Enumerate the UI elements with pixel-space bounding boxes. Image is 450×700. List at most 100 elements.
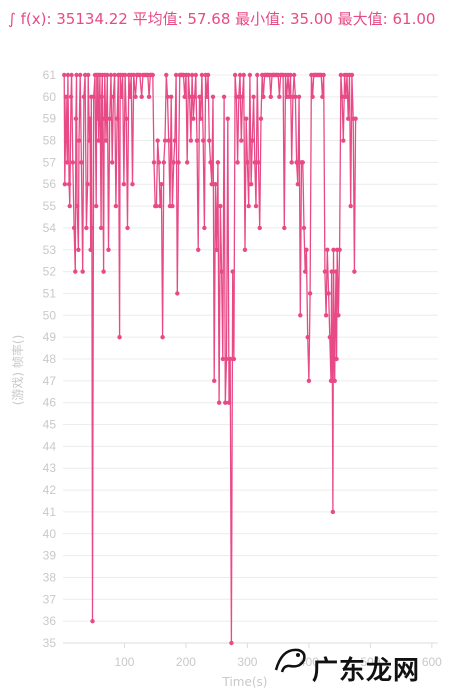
data-point	[295, 182, 301, 187]
y-tick-label: 58	[43, 134, 57, 148]
data-point	[150, 72, 155, 78]
data-point	[85, 182, 90, 187]
data-point	[197, 94, 202, 100]
data-point	[320, 94, 325, 100]
data-point	[64, 138, 69, 143]
data-point	[176, 160, 181, 165]
data-point	[310, 94, 315, 100]
y-tick-label: 43	[43, 461, 57, 475]
data-point	[106, 247, 111, 252]
data-point	[226, 400, 232, 405]
data-point	[338, 72, 344, 78]
data-point	[175, 291, 180, 296]
y-tick-label: 55	[43, 199, 57, 213]
data-point	[245, 160, 250, 165]
data-point	[98, 225, 104, 231]
data-point	[155, 138, 160, 143]
data-point	[258, 116, 264, 121]
data-point	[198, 116, 203, 121]
data-point	[124, 116, 129, 121]
data-point	[213, 182, 218, 187]
data-point	[248, 182, 254, 187]
data-point	[322, 269, 328, 274]
data-point	[352, 269, 357, 274]
data-point	[229, 640, 234, 646]
y-tick-label: 60	[43, 90, 57, 104]
data-point	[301, 225, 307, 231]
data-point	[261, 94, 266, 100]
data-point	[289, 160, 294, 165]
data-point	[119, 94, 124, 100]
y-axis-label: (游戏) 帧率()	[10, 335, 25, 406]
data-point	[224, 356, 229, 362]
data-point	[235, 160, 240, 165]
data-point	[333, 313, 338, 318]
data-point	[282, 225, 287, 231]
data-point	[62, 182, 68, 187]
data-point	[255, 72, 260, 78]
y-tick-label: 50	[43, 308, 57, 322]
data-point	[346, 116, 351, 121]
data-point	[156, 160, 162, 165]
x-tick-label: 300	[237, 655, 257, 669]
data-point	[103, 138, 109, 143]
data-point	[113, 203, 119, 209]
data-point	[88, 247, 93, 252]
data-point	[160, 334, 165, 340]
data-point	[161, 160, 167, 165]
y-tick-label: 35	[43, 636, 57, 650]
data-point	[62, 72, 67, 78]
data-point	[232, 72, 238, 78]
data-point	[304, 247, 309, 252]
data-point	[210, 94, 216, 100]
data-point	[66, 182, 72, 187]
data-point	[204, 94, 210, 100]
data-point	[246, 203, 251, 209]
y-tick-label: 36	[43, 614, 57, 628]
y-tick-label: 41	[43, 505, 57, 519]
data-point	[73, 269, 78, 274]
data-point	[90, 618, 95, 624]
data-point	[243, 116, 249, 121]
data-point	[298, 313, 303, 318]
y-tick-label: 57	[43, 155, 57, 169]
data-point	[93, 203, 99, 209]
data-point	[305, 334, 310, 340]
data-point	[268, 94, 273, 100]
data-point	[223, 400, 228, 405]
data-point	[236, 94, 242, 100]
y-tick-label: 37	[43, 592, 57, 606]
data-point	[339, 94, 345, 100]
data-point	[192, 94, 197, 100]
data-point	[78, 72, 83, 78]
data-point	[337, 247, 342, 252]
data-point	[154, 203, 159, 209]
data-point	[306, 378, 312, 384]
data-point	[194, 138, 200, 143]
data-point	[288, 72, 293, 78]
data-point	[207, 138, 212, 143]
data-point	[323, 313, 329, 318]
data-point	[333, 269, 339, 274]
data-point	[257, 225, 262, 231]
data-point	[209, 182, 214, 187]
data-point	[81, 94, 87, 100]
y-tick-label: 56	[43, 177, 57, 191]
data-point	[79, 160, 84, 165]
data-point	[159, 182, 164, 187]
data-point	[69, 72, 74, 78]
data-point	[117, 334, 122, 340]
data-point	[251, 94, 256, 100]
data-point	[188, 138, 194, 143]
data-point	[125, 225, 130, 231]
data-point	[191, 116, 196, 121]
data-point	[86, 72, 91, 78]
x-tick-label: 600	[422, 655, 442, 669]
data-point	[65, 160, 70, 165]
data-point	[76, 138, 82, 143]
data-point	[237, 72, 243, 78]
data-point	[99, 94, 104, 100]
data-point	[71, 225, 77, 231]
data-point	[300, 160, 305, 165]
data-point	[165, 94, 170, 100]
